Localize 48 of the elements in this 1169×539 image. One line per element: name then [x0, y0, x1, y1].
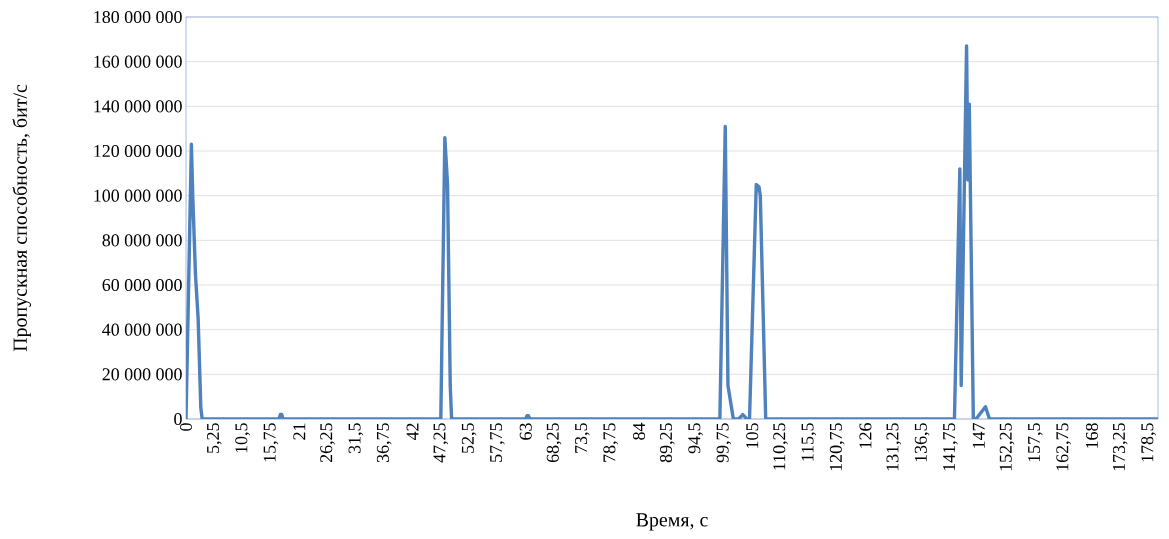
x-tick-label: 84 [632, 422, 646, 440]
x-tick-label: 42 [406, 423, 419, 441]
y-tick-label: 100 000 000 [94, 189, 182, 202]
x-tick-label: 157,5 [1028, 423, 1043, 462]
line-series [186, 44, 1159, 419]
y-tick-label: 60 000 000 [102, 278, 182, 292]
x-tick-label: 63 [519, 423, 532, 440]
x-tick-label: 47,25 [433, 423, 449, 463]
x-tick-label: 131,25 [886, 423, 902, 471]
x-tick-label: 15,75 [263, 423, 279, 462]
x-tick-label: 52,5 [461, 423, 477, 453]
x-tick-label: 147 [972, 423, 985, 448]
x-tick-label: 168 [1085, 423, 1098, 448]
x-tick-label: 57,75 [490, 423, 505, 462]
y-tick-label: 80 000 000 [102, 234, 182, 247]
x-tick-label: 99,75 [716, 423, 732, 463]
x-tick-label: 94,5 [688, 423, 703, 454]
y-tick-label: 120 000 000 [94, 144, 182, 158]
x-tick-label: 31,5 [348, 423, 364, 454]
x-tick-label: 141,75 [943, 423, 958, 471]
x-tick-label: 36,75 [376, 423, 392, 463]
y-tick-label: 160 000 000 [94, 55, 182, 68]
x-tick-label: 89,25 [659, 423, 675, 463]
x-tick-label: 21 [293, 423, 306, 440]
x-tick-label: 162,75 [1056, 423, 1071, 471]
x-tick-label: 78,75 [603, 423, 619, 462]
x-tick-label: 178,5 [1141, 423, 1156, 462]
x-tick-label: 26,25 [320, 423, 335, 463]
x-tick-label: 110,25 [773, 423, 788, 470]
y-tick-label: 20 000 000 [102, 368, 182, 381]
y-axis-title: Пропускная способность, бит/с [12, 84, 31, 352]
x-tick-label: 152,25 [999, 423, 1015, 471]
x-tick-label: 126 [859, 423, 872, 448]
y-tick-label: 140 000 000 [94, 100, 182, 113]
x-tick-label: 5,25 [206, 423, 222, 453]
x-tick-label: 10,5 [235, 423, 250, 453]
x-tick-label: 0 [179, 423, 193, 431]
x-tick-label: 120,75 [829, 423, 845, 471]
x-axis-title: Время, с [636, 513, 708, 531]
y-tick-label: 0 [174, 412, 182, 426]
x-tick-label: 173,25 [1112, 423, 1128, 471]
y-tick-label: 40 000 000 [102, 323, 182, 336]
x-tick-label: 73,5 [575, 423, 590, 453]
x-tick-label: 68,25 [546, 423, 562, 463]
x-tick-label: 105 [746, 423, 759, 448]
y-tick-label: 180 000 000 [94, 10, 182, 24]
x-tick-label: 115,5 [801, 423, 817, 461]
x-tick-label: 136,5 [914, 423, 930, 462]
